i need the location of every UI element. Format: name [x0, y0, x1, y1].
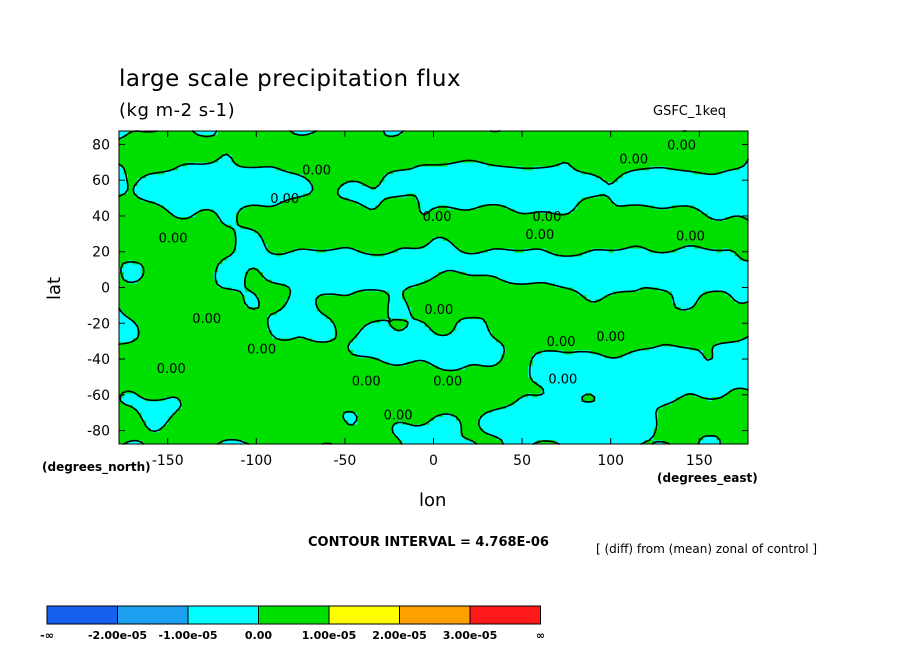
legend-label: 1.00e-05 [302, 629, 356, 642]
x-tick-label: -150 [152, 453, 184, 469]
contour-label: 0.00 [667, 138, 696, 153]
legend-swatch [258, 605, 330, 625]
contour-label: 0.00 [547, 335, 576, 350]
y-tick-label: -20 [87, 316, 110, 332]
y-tick-label: 60 [92, 173, 110, 189]
x-tick-label: -100 [240, 453, 272, 469]
legend-swatch [469, 605, 541, 625]
legend-label: ∞ [536, 629, 545, 642]
legend-swatch [328, 605, 400, 625]
contour-label: 0.00 [270, 192, 299, 207]
y-tick-label: -60 [87, 388, 110, 404]
x-units-label: (degrees_east) [657, 471, 758, 485]
x-axis-label: lon [419, 490, 447, 511]
y-units-label: (degrees_north) [42, 460, 151, 474]
legend-label: 2.00e-05 [372, 629, 426, 642]
y-tick-label: -40 [87, 352, 110, 368]
chart-subtitle: (kg m-2 s-1) [119, 100, 236, 121]
contour-label: 0.00 [384, 408, 413, 423]
x-tick-label: 100 [597, 453, 624, 469]
contour-label: 0.00 [352, 375, 381, 390]
contour-interval-label: CONTOUR INTERVAL = 4.768E-06 [308, 535, 549, 550]
legend-swatch [46, 605, 118, 625]
contour-label: 0.00 [676, 230, 705, 245]
x-tick-label: 50 [513, 453, 531, 469]
legend-swatch [117, 605, 189, 625]
zero-contour-line [118, 130, 749, 445]
y-tick-label: 0 [101, 281, 110, 297]
contour-label: 0.00 [424, 303, 453, 318]
legend-label: -1.00e-05 [158, 629, 217, 642]
y-tick-label: -80 [87, 424, 110, 440]
run-label: GSFC_1keq [653, 104, 726, 119]
y-axis-label: lat [44, 276, 65, 300]
contour-label: 0.00 [423, 210, 452, 225]
legend-label: 3.00e-05 [443, 629, 497, 642]
contour-label: 0.00 [596, 330, 625, 345]
contour-label: 0.00 [157, 362, 186, 377]
contour-label: 0.00 [433, 375, 462, 390]
legend-label: -∞ [40, 629, 54, 642]
legend-label: -2.00e-05 [88, 629, 147, 642]
contour-label: 0.00 [192, 312, 221, 327]
contour-labels: 0.000.000.000.00 0.000.000.000.00 0.000.00… [157, 138, 705, 423]
contour-label: 0.00 [619, 153, 648, 168]
contour-label: 0.00 [247, 342, 276, 357]
x-tick-label: 150 [686, 453, 713, 469]
contour-label: 0.00 [525, 228, 554, 243]
y-tick-label: 80 [92, 137, 110, 153]
contour-label: 0.00 [302, 163, 331, 178]
chart-title: large scale precipitation flux [119, 66, 462, 92]
diff-note: [ (diff) from (mean) zonal of control ] [596, 542, 818, 556]
contour-label: 0.00 [159, 231, 188, 246]
legend-label: 0.00 [245, 629, 272, 642]
contour-label: 0.00 [548, 373, 577, 388]
legend-swatch [399, 605, 471, 625]
field-positive-region [119, 131, 749, 445]
x-tick-label: 0 [429, 453, 438, 469]
y-tick-label: 40 [92, 209, 110, 225]
y-tick-label: 20 [92, 245, 110, 261]
contour-label: 0.00 [532, 210, 561, 225]
legend-swatch [187, 605, 259, 625]
x-tick-label: -50 [333, 453, 356, 469]
